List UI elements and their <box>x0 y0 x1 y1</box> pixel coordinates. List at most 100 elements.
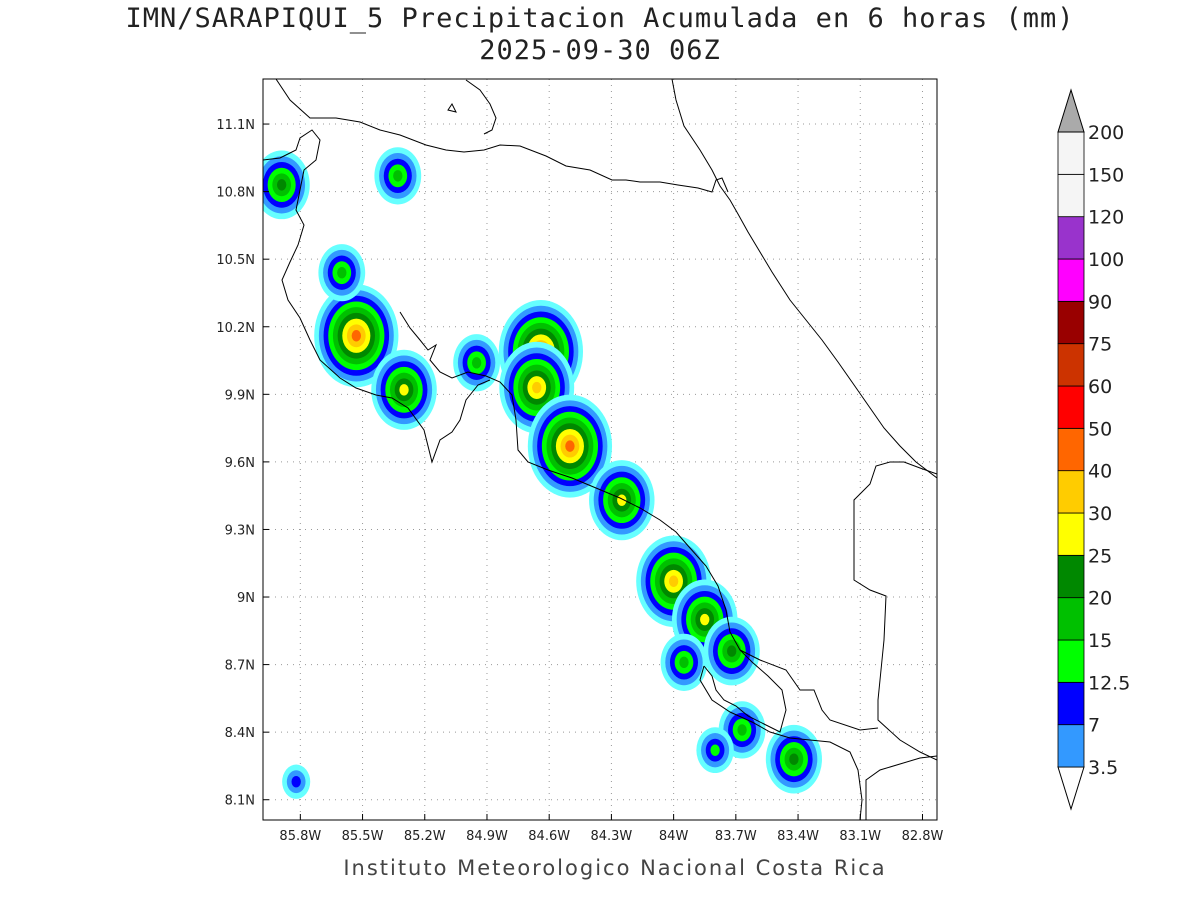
colorbar-label: 150 <box>1088 164 1124 186</box>
colorbar-swatch <box>1057 343 1085 387</box>
colorbar-swatch <box>1057 173 1085 218</box>
lon-tick-label: 83.7W <box>715 829 757 844</box>
precip-contour <box>668 575 679 587</box>
lon-tick-label: 85.8W <box>279 829 321 844</box>
precip-cell <box>318 244 366 302</box>
precip-contour <box>393 170 403 182</box>
precip-contour <box>399 384 409 396</box>
lat-tick-label: 10.2N <box>216 321 255 336</box>
precip-cell <box>765 724 822 794</box>
precip-contour <box>471 357 482 369</box>
colorbar-swatch <box>1057 427 1085 472</box>
lat-tick-label: 9.6N <box>225 456 255 471</box>
colorbar-swatch <box>1057 131 1085 175</box>
border-panama <box>853 461 937 761</box>
coastline-south-edge <box>865 755 937 820</box>
lake-nicaragua <box>465 79 497 135</box>
precip-contour <box>351 330 362 342</box>
colorbar-swatch <box>1057 258 1085 302</box>
colorbar-swatch <box>1057 597 1085 641</box>
precip-contour <box>337 266 347 279</box>
colorbar-label: 50 <box>1088 418 1112 440</box>
coastline-bocas <box>739 649 879 731</box>
precip-cell <box>282 764 311 799</box>
precip-cell <box>453 334 501 392</box>
precip-contour <box>710 744 720 756</box>
colorbar-swatch <box>1057 512 1085 556</box>
precip-cell <box>374 147 422 205</box>
colorbar-label: 60 <box>1088 376 1112 398</box>
precip-cell <box>660 633 708 691</box>
colorbar-label: 25 <box>1088 545 1112 567</box>
lon-tick-label: 85.2W <box>404 829 446 844</box>
axis-ticks: 85.8W 85.5W 85.2W 84.9W 84.6W 84.3W 84W 83.7W 83… <box>216 118 943 844</box>
lon-tick-label: 84W <box>659 829 689 844</box>
lat-tick-label: 9.3N <box>225 523 255 538</box>
coastline-northwest <box>263 129 491 464</box>
precip-cell <box>371 349 437 430</box>
colorbar-legend: 3.5 7 12.5 15 20 25 30 40 50 60 75 90 100 120 150 200 <box>1057 88 1130 811</box>
coastline-south-pacific <box>699 665 863 820</box>
coastline-caribbean <box>671 79 937 479</box>
lon-tick-label: 84.3W <box>590 829 632 844</box>
lat-tick-label: 11.1N <box>216 118 255 133</box>
precip-cell <box>589 460 655 541</box>
precip-contour <box>737 724 747 736</box>
precip-cell <box>696 727 734 774</box>
lon-tick-label: 84.6W <box>528 829 570 844</box>
map-title: IMN/SARAPIQUI_5 Precipitacion Acumulada … <box>125 3 1075 34</box>
precip-cell <box>314 284 399 388</box>
colorbar-label: 90 <box>1088 291 1112 313</box>
coastlines-borders <box>263 79 937 820</box>
precip-contour <box>565 440 575 452</box>
colorbar-swatch <box>1057 681 1085 726</box>
colorbar-label: 30 <box>1088 503 1112 525</box>
precip-contour <box>700 613 710 626</box>
lat-tick-label: 9.9N <box>225 388 255 403</box>
colorbar-swatch <box>1057 724 1085 768</box>
coastline-gulf-nicoya <box>399 311 787 733</box>
lat-tick-label: 10.5N <box>216 253 255 268</box>
colorbar-swatch <box>1057 470 1085 514</box>
lon-tick-label: 83.4W <box>777 829 819 844</box>
precip-contour <box>532 381 542 394</box>
colorbar-label: 200 <box>1088 122 1124 144</box>
colorbar-label: 3.5 <box>1088 757 1118 779</box>
lon-tick-label: 85.5W <box>342 829 384 844</box>
lake-islet <box>447 103 457 113</box>
colorbar-swatch <box>1057 385 1085 429</box>
lon-tick-label: 82.8W <box>902 829 944 844</box>
colorbar-swatch <box>1057 216 1085 260</box>
lat-tick-label: 9N <box>237 591 255 606</box>
colorbar-label: 15 <box>1088 630 1112 652</box>
lon-tick-label: 83.1W <box>839 829 881 844</box>
colorbar-label: 12.5 <box>1088 672 1130 694</box>
lat-tick-label: 8.1N <box>225 794 255 809</box>
border-nicaragua <box>263 79 729 193</box>
lat-tick-label: 8.7N <box>225 659 255 674</box>
precip-contour <box>291 775 301 788</box>
precip-cell <box>703 616 760 686</box>
lat-tick-label: 8.4N <box>225 726 255 741</box>
colorbar-label: 40 <box>1088 461 1112 483</box>
credit-text: Instituto Meteorologico Nacional Costa R… <box>343 856 887 880</box>
precip-contour <box>276 179 287 191</box>
colorbar-swatch <box>1057 300 1085 345</box>
colorbar-label: 100 <box>1088 249 1124 271</box>
colorbar-arrow-low <box>1057 766 1085 811</box>
colorbar-swatch <box>1057 639 1085 683</box>
colorbar-label: 7 <box>1088 715 1100 737</box>
precip-cell <box>527 394 613 498</box>
colorbar-label: 20 <box>1088 588 1112 610</box>
precip-contour <box>679 656 689 669</box>
precip-contour <box>727 645 737 657</box>
lat-tick-label: 10.8N <box>216 186 255 201</box>
lon-tick-label: 84.9W <box>466 829 508 844</box>
map-subtitle-datetime: 2025-09-30 06Z <box>479 35 721 66</box>
precipitation-field <box>263 147 822 799</box>
colorbar-label: 120 <box>1088 207 1124 229</box>
colorbar-label: 75 <box>1088 334 1112 356</box>
colorbar-swatch <box>1057 554 1085 599</box>
precip-contour <box>789 753 799 765</box>
